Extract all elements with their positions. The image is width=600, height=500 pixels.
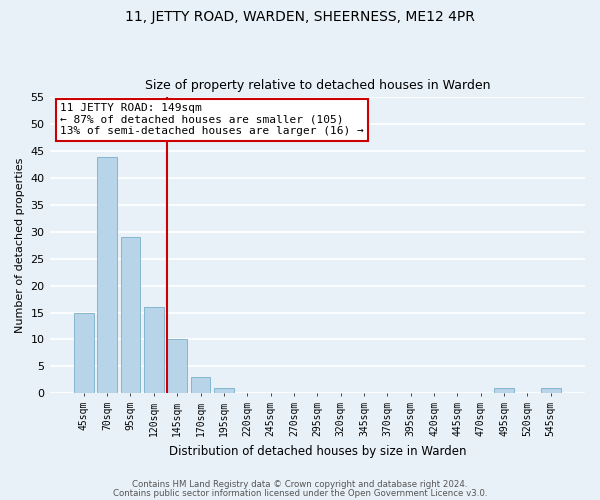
Text: Contains HM Land Registry data © Crown copyright and database right 2024.: Contains HM Land Registry data © Crown c…: [132, 480, 468, 489]
Bar: [121, 237, 140, 394]
Bar: [494, 388, 514, 394]
Bar: [541, 388, 560, 394]
Text: 11 JETTY ROAD: 149sqm
← 87% of detached houses are smaller (105)
13% of semi-det: 11 JETTY ROAD: 149sqm ← 87% of detached …: [60, 104, 364, 136]
Bar: [191, 377, 211, 394]
Text: 11, JETTY ROAD, WARDEN, SHEERNESS, ME12 4PR: 11, JETTY ROAD, WARDEN, SHEERNESS, ME12 …: [125, 10, 475, 24]
Bar: [97, 156, 117, 394]
Bar: [214, 388, 234, 394]
Title: Size of property relative to detached houses in Warden: Size of property relative to detached ho…: [145, 79, 490, 92]
Bar: [74, 312, 94, 394]
Text: Contains public sector information licensed under the Open Government Licence v3: Contains public sector information licen…: [113, 489, 487, 498]
Bar: [144, 307, 164, 394]
X-axis label: Distribution of detached houses by size in Warden: Distribution of detached houses by size …: [169, 444, 466, 458]
Bar: [167, 340, 187, 394]
Y-axis label: Number of detached properties: Number of detached properties: [15, 158, 25, 333]
